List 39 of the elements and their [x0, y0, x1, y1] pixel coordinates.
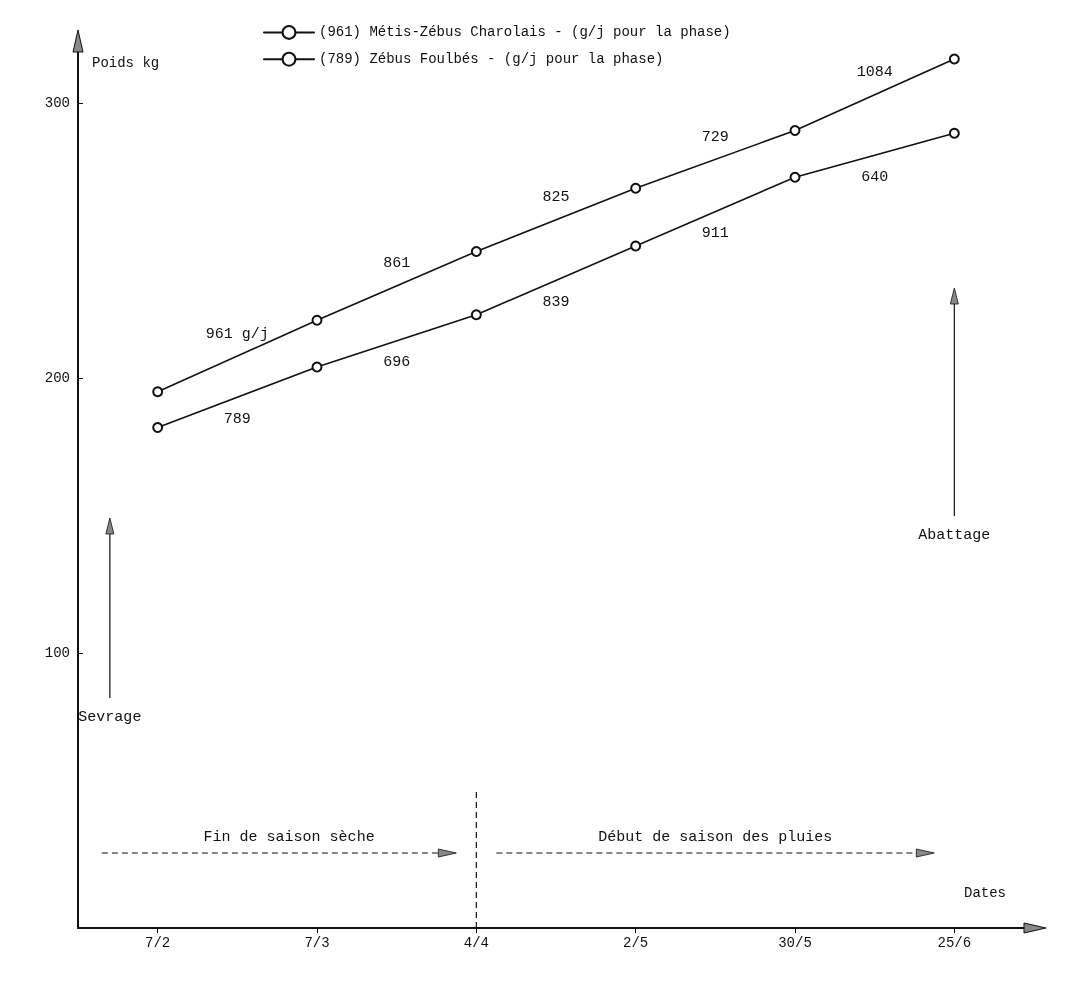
x-tick-label: 2/5	[623, 935, 649, 951]
annotation: 696	[383, 354, 411, 372]
annotation: Sevrage	[78, 709, 142, 726]
y-tick-label: 200	[44, 370, 70, 386]
annotation: 839	[542, 293, 570, 311]
x-tick-label: 4/4	[463, 935, 489, 951]
annotation: 961 g/j	[205, 325, 269, 343]
point	[630, 182, 642, 194]
annotation: 640	[861, 168, 889, 186]
x-axis-title: Dates	[964, 885, 1007, 901]
annotation: 1084	[856, 64, 893, 82]
annotation: Début de saison des pluies	[598, 829, 833, 846]
point	[152, 422, 164, 433]
point	[311, 361, 323, 373]
x-tick-label: 25/6	[937, 935, 972, 951]
y-tick-label: 300	[44, 95, 70, 111]
y-axis-title: Poids kg	[92, 55, 160, 71]
annotation: 825	[542, 189, 570, 207]
point	[470, 309, 482, 321]
x-tick-label: 30/5	[778, 935, 812, 951]
legend-label: (789) Zébus Foulbés - (g/j pour la phase)	[319, 51, 664, 68]
point	[152, 386, 164, 398]
point	[948, 127, 960, 139]
point	[630, 240, 642, 252]
point	[311, 314, 323, 326]
point	[789, 125, 801, 136]
annotation: Abattage	[918, 527, 991, 544]
annotation: 861	[383, 255, 411, 273]
annotation: 789	[223, 410, 251, 428]
x-tick-label: 7/3	[304, 935, 330, 951]
y-tick-label: 100	[44, 645, 70, 661]
x-tick-label: 7/2	[145, 935, 171, 951]
point	[470, 246, 482, 257]
annotation: 911	[701, 225, 729, 243]
annotation: 729	[701, 128, 729, 146]
annotation: Fin de saison sèche	[203, 829, 375, 846]
point	[948, 53, 960, 65]
point	[789, 171, 801, 183]
legend-label: (961) Métis-Zébus Charolais - (g/j pour la phase)	[319, 24, 731, 41]
